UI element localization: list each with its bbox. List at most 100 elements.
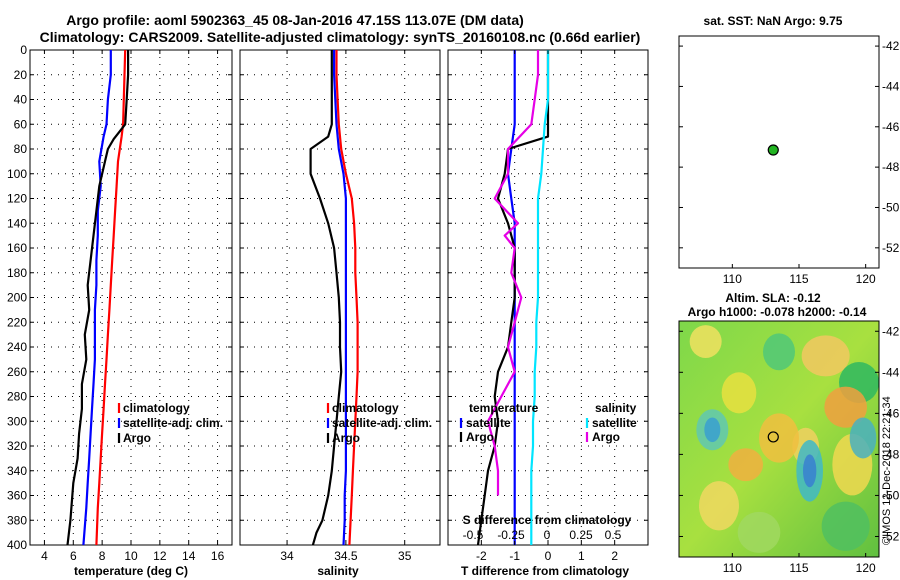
map-frame (678, 35, 880, 269)
x-tick-label: 110 (723, 561, 742, 575)
y-tick-label: -50 (882, 200, 900, 214)
figure-title-line2: Climatology: CARS2009. Satellite-adjuste… (40, 29, 641, 45)
s-axis-tick-label: 0.25 (569, 528, 593, 542)
heatmap-blob (849, 417, 877, 459)
legend-label-t-argo: Argo (466, 430, 494, 444)
y-tick-label: -52 (882, 529, 900, 543)
sla-map-title1: Altim. SLA: -0.12 (725, 291, 821, 305)
series-line-t-argo (476, 50, 550, 546)
series-line-argo (66, 50, 130, 546)
y-tick-label: 0 (20, 43, 27, 57)
heatmap-blob (821, 501, 870, 551)
y-tick-label: 320 (7, 439, 27, 453)
series-line-argo (309, 50, 343, 546)
y-tick-label: -44 (882, 365, 900, 379)
heatmap-blob (721, 372, 757, 414)
y-tick-label: 260 (7, 365, 27, 379)
argo-position-marker (767, 431, 779, 443)
s-axis-tick-label: -0.5 (463, 528, 484, 542)
heatmap-blob (737, 511, 781, 553)
difference-panel: -2 -1 0 1 2temperaturesatelliteArgosalinitys… (447, 49, 649, 563)
y-tick-label: 400 (7, 538, 27, 552)
x-tick-label: -1 (509, 549, 520, 563)
heatmap-blob (824, 386, 868, 428)
legend-label: climatology (332, 401, 399, 415)
x-tick-label: 34.5 (334, 549, 358, 563)
y-tick-label: 340 (7, 464, 27, 478)
series-line-climatology (335, 50, 359, 546)
y-tick-label: -42 (882, 39, 900, 53)
legend-label: satellite-adj. clim. (332, 416, 432, 430)
x-tick-label: 34 (280, 549, 294, 563)
y-tick-label: 100 (7, 167, 27, 181)
heatmap-blob (803, 454, 817, 488)
y-tick-label: -48 (882, 160, 900, 174)
heatmap-blob (728, 448, 764, 482)
legend-label-t-satellite: satellite (466, 416, 511, 430)
y-tick-label: 40 (14, 93, 28, 107)
y-tick-label: 380 (7, 513, 27, 527)
legend-heading-temperature: temperature (469, 401, 539, 415)
y-tick-label: -46 (882, 406, 900, 420)
series-line-satellite-adj-clim- (333, 50, 347, 546)
series-line-s-argo (486, 50, 540, 496)
sla-map-panel: -42 -44 -46 -48 -50 -52 110 115 120 (678, 320, 900, 575)
temperature-panel: 0 20 40 60 80 100 120 140 160 180 200 220 240 260 280 3… (7, 43, 233, 563)
heatmap-blob (699, 481, 739, 531)
series-line-satellite-adj-clim- (82, 50, 112, 546)
salinity-xlabel: salinity (317, 564, 359, 578)
x-tick-label: 120 (856, 272, 876, 286)
plot-area-frame (239, 49, 441, 546)
x-tick-label: 1 (578, 549, 585, 563)
s-axis-tick-label: 0.5 (605, 528, 622, 542)
y-tick-label: -42 (882, 324, 900, 338)
series-line-s-satellite (530, 50, 550, 545)
y-tick-label: -44 (882, 79, 900, 93)
y-tick-label: 80 (14, 142, 28, 156)
map-background (679, 36, 879, 268)
x-tick-label: 8 (99, 549, 106, 563)
x-tick-label: 10 (124, 549, 138, 563)
y-tick-label: 20 (14, 68, 28, 82)
y-tick-label: -50 (882, 488, 900, 502)
difference-xlabel: T difference from climatology (461, 564, 629, 578)
legend-label: climatology (123, 401, 190, 415)
map-frame (678, 320, 880, 558)
y-tick-label: 300 (7, 414, 27, 428)
legend-label-s-satellite: satellite (592, 416, 637, 430)
legend-label: Argo (123, 431, 151, 445)
y-tick-label: -48 (882, 447, 900, 461)
y-tick-label: -52 (882, 241, 900, 255)
x-tick-label: 115 (789, 272, 808, 286)
x-tick-label: 120 (856, 561, 876, 575)
y-tick-label: 240 (7, 340, 27, 354)
heatmap-blob (689, 325, 722, 358)
x-tick-label: 12 (153, 549, 167, 563)
y-tick-label: -46 (882, 120, 900, 134)
y-tick-label: 200 (7, 291, 27, 305)
heatmap-blob (801, 335, 850, 377)
y-tick-label: 220 (7, 315, 27, 329)
x-tick-label: 14 (182, 549, 196, 563)
watermark: ©IMOS 12-Dec-2018 22:21:34 (881, 396, 893, 545)
y-tick-label: 160 (7, 241, 27, 255)
y-tick-label: 280 (7, 390, 27, 404)
s-axis-tick-label: -0.25 (497, 528, 525, 542)
heatmap-blob (763, 333, 795, 371)
x-tick-label: 0 (545, 549, 552, 563)
legend-heading-salinity: salinity (595, 401, 637, 415)
sst-map-title: sat. SST: NaN Argo: 9.75 (704, 14, 843, 28)
y-tick-label: 140 (7, 216, 27, 230)
x-tick-label: 35 (398, 549, 412, 563)
legend-label: Argo (332, 431, 360, 445)
x-tick-label: 4 (41, 549, 48, 563)
x-tick-label: 16 (211, 549, 225, 563)
heatmap-blob (704, 417, 721, 443)
legend-label-s-argo: Argo (592, 430, 620, 444)
x-tick-label: 110 (723, 272, 742, 286)
sst-map-panel: -42 -44 -46 -48 -50 -52 110 115 120 (678, 35, 900, 286)
x-tick-label: 115 (789, 561, 808, 575)
temperature-xlabel: temperature (deg C) (74, 564, 188, 578)
